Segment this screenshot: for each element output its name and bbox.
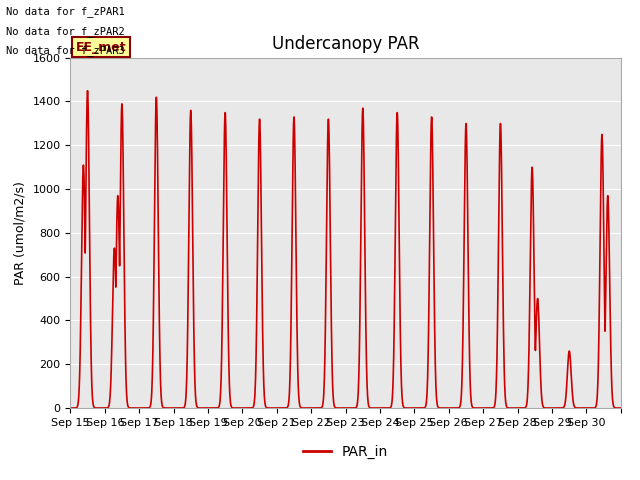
Legend: PAR_in: PAR_in [298, 439, 394, 464]
Y-axis label: PAR (umol/m2/s): PAR (umol/m2/s) [14, 181, 27, 285]
Text: No data for f_zPAR3: No data for f_zPAR3 [6, 45, 125, 56]
Text: No data for f_zPAR1: No data for f_zPAR1 [6, 6, 125, 17]
Title: Undercanopy PAR: Undercanopy PAR [272, 35, 419, 53]
Text: EE_met: EE_met [76, 41, 127, 54]
Text: No data for f_zPAR2: No data for f_zPAR2 [6, 25, 125, 36]
